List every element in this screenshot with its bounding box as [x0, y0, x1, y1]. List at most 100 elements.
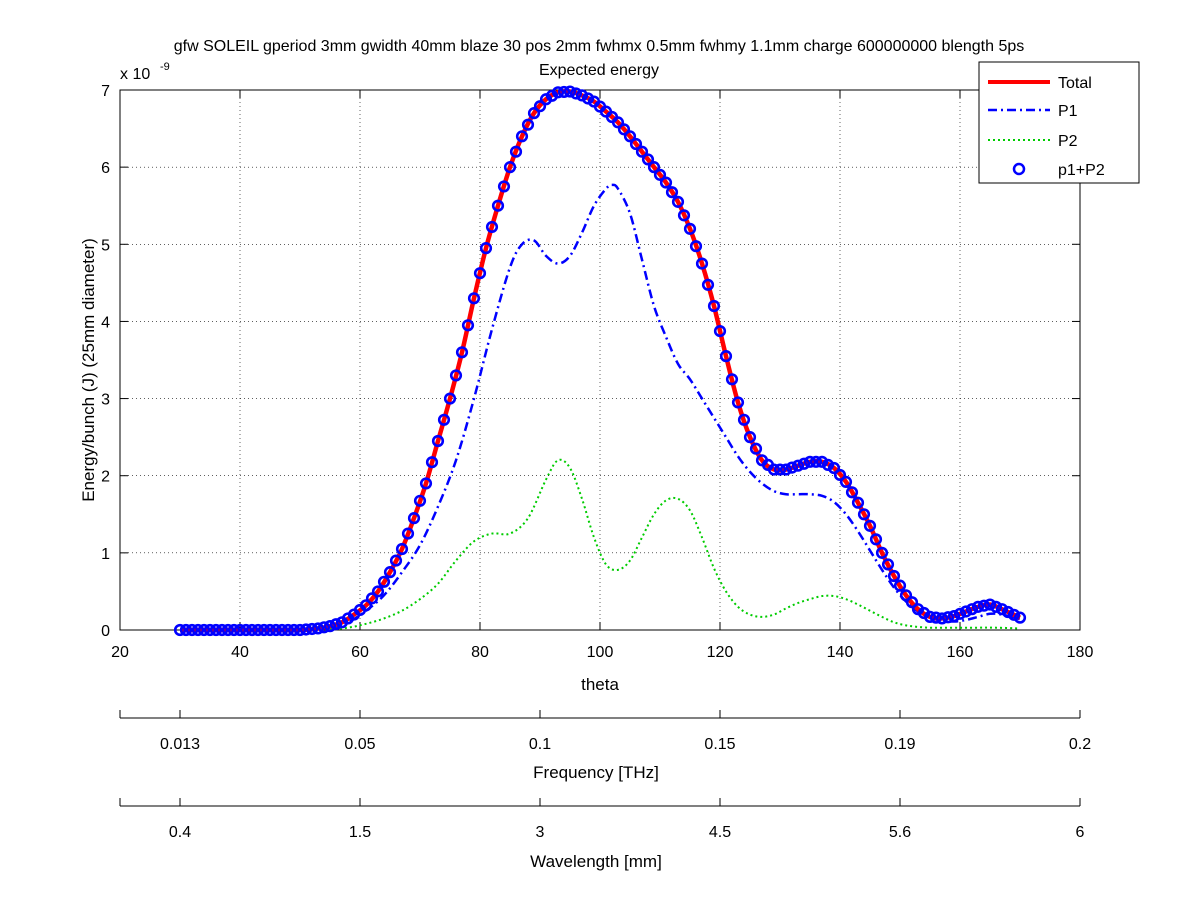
frequency-tick-label: 0.1 [529, 736, 551, 753]
series-total-line [180, 88, 1021, 633]
chart-subtitle: Expected energy [539, 62, 659, 79]
p1p2-point [863, 519, 877, 532]
y-tick-label: 2 [101, 469, 110, 486]
p1p2-point [479, 242, 493, 255]
p1p2-point [995, 603, 1009, 616]
x-tick-label: 100 [587, 644, 614, 661]
p1p2-point [467, 292, 481, 305]
p1p2-point [569, 87, 583, 100]
p1p2-point [407, 512, 421, 525]
p1p2-point [953, 607, 967, 620]
p1p2-point [701, 278, 715, 291]
p1p2-point [893, 579, 907, 592]
p1p2-point [497, 180, 511, 193]
p1p2-point [905, 596, 919, 609]
p1p2-point [869, 533, 883, 546]
p1p2-point [203, 623, 217, 637]
p1p2-point [899, 589, 913, 602]
p1p2-point [209, 623, 223, 637]
p1p2-point [959, 605, 973, 618]
p1p2-point [731, 396, 745, 409]
p1p2-point [251, 623, 265, 637]
p1p2-point [617, 123, 631, 136]
p1p2-point [737, 413, 751, 426]
p1p2-point [923, 610, 937, 623]
p1p2-point [929, 611, 943, 624]
wavelength-tick-label: 0.4 [169, 824, 191, 841]
p1p2-point [647, 161, 661, 174]
p1p2-point [635, 145, 649, 158]
x-tick-label: 80 [471, 644, 489, 661]
p1p2-point [611, 116, 625, 129]
p1p2-point [983, 598, 997, 611]
p1p2-point [845, 486, 859, 499]
p1p2-point [641, 153, 655, 166]
p1p2-point [299, 623, 313, 636]
wavelength-axis-label: Wavelength [mm] [530, 852, 662, 871]
p1p2-point [971, 600, 985, 613]
p1p2-point [305, 622, 319, 636]
legend-p1p2-marker [1012, 162, 1026, 176]
p1p2-point [851, 496, 865, 509]
p1p2-point [437, 413, 451, 426]
p1p2-point [443, 392, 457, 405]
p1p2-point [257, 623, 271, 637]
p1p2-point [293, 623, 307, 637]
x-tick-label: 40 [231, 644, 249, 661]
frequency-tick-label: 0.19 [884, 736, 915, 753]
p1p2-point [839, 475, 853, 488]
p1p2-point [941, 611, 955, 624]
p1p2-point [185, 623, 199, 637]
p1p2-point [659, 176, 673, 189]
p1p2-point [227, 623, 241, 637]
p1p2-point [767, 463, 781, 476]
p1p2-point [287, 623, 301, 637]
y-tick-label: 6 [101, 160, 110, 177]
p1p2-point [425, 456, 439, 469]
p1p2-point [785, 461, 799, 474]
p1p2-point [575, 89, 589, 102]
p1p2-point [683, 222, 697, 235]
p1p2-point [1007, 608, 1021, 621]
p1p2-point [377, 575, 391, 588]
x-tick-label: 60 [351, 644, 369, 661]
p1p2-point [965, 603, 979, 616]
p1p2-point [533, 100, 547, 113]
p1p2-point [827, 461, 841, 475]
p1p2-point [935, 612, 949, 625]
p1p2-point [365, 592, 379, 605]
p1p2-point [677, 209, 691, 222]
y-tick-label: 4 [101, 314, 110, 331]
p1p2-point [317, 621, 331, 634]
p1p2-point [389, 554, 403, 567]
wavelength-tick-label: 6 [1076, 824, 1085, 841]
x-tick-label: 160 [947, 644, 974, 661]
legend-p1p2-label: p1+P2 [1058, 162, 1105, 179]
p1p2-point [173, 623, 187, 637]
frequency-axis-label: Frequency [THz] [533, 763, 659, 782]
p1p2-point [821, 458, 835, 472]
frequency-tick-label: 0.05 [344, 736, 375, 753]
p1p2-point [773, 463, 787, 476]
secondary-axes: 0.013 0.05 0.1 0.15 0.19 0.2 0.4 1.5 3 4.5 5.6 6 [119, 710, 1091, 841]
p1p2-point [329, 618, 343, 631]
legend-total-label: Total [1058, 75, 1092, 92]
p1p2-point [383, 566, 397, 579]
y-tick-label: 1 [101, 546, 110, 563]
y-tick-label: 0 [101, 623, 110, 640]
p1p2-point [371, 585, 385, 598]
p1p2-point [1013, 611, 1027, 624]
p1p2-point [671, 195, 685, 208]
p1p2-point [725, 373, 739, 386]
axes: 20 40 60 80 100 120 140 160 180 0 1 2 3 4 5 6 7 [101, 83, 1093, 661]
p1p2-point [803, 455, 817, 468]
y-exponent-power: -9 [160, 61, 170, 73]
p1p2-point [563, 85, 577, 98]
p1p2-point [515, 130, 529, 143]
series-p1p2-markers [173, 85, 1027, 637]
p1p2-point [413, 494, 427, 507]
p1p2-point [461, 319, 475, 332]
wavelength-tick-label: 5.6 [889, 824, 911, 841]
p1p2-point [179, 623, 193, 637]
